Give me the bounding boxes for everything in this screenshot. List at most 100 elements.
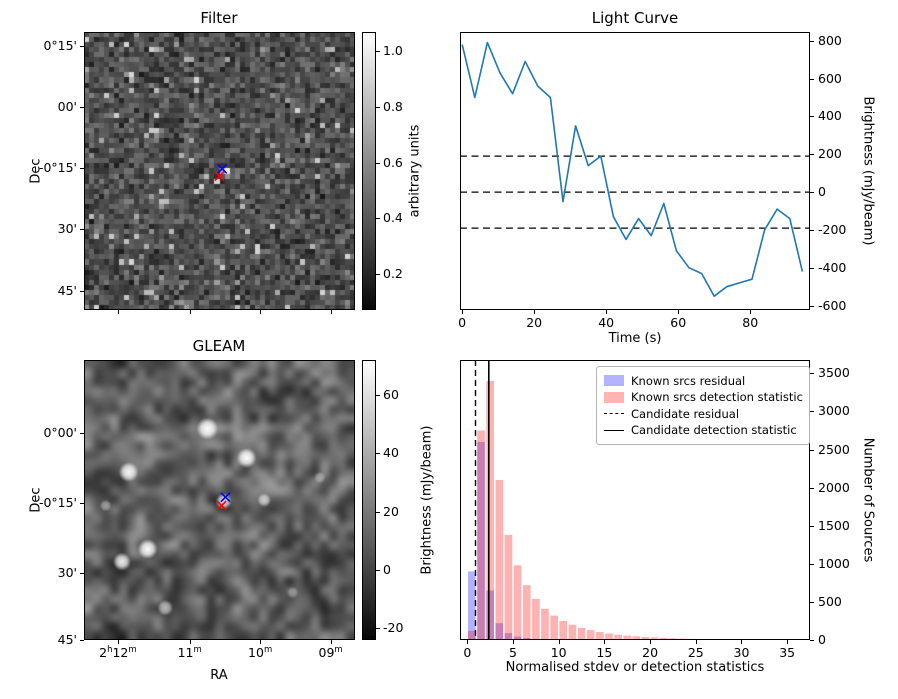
marker-x [217,163,228,174]
hist-bar [513,565,522,640]
hist-bar [513,636,522,640]
hist-bar [605,633,613,640]
hist-bar [550,615,558,640]
marker-x [220,492,231,503]
tick-mark [330,310,332,314]
hist-bar [495,623,504,640]
filter-dec-tick-label: 00' [57,99,77,115]
count-tick-label: 500 [818,594,842,610]
lightcurve-xlabel: Time (s) [608,331,662,346]
tick-mark [376,453,380,455]
stat-tick-label: 0 [463,645,472,660]
tick-mark [467,640,469,644]
tick-mark [650,640,652,644]
hist-bar [541,608,549,640]
hist-bar [586,630,595,640]
hist-bar [650,637,659,640]
tick-mark [376,511,380,513]
stat-tick-label: 15 [596,645,613,660]
tick-mark [810,40,814,42]
time-tick-label: 0 [458,315,467,330]
lightcurve-title: Light Curve [591,9,679,27]
hist-bar [623,635,632,640]
count-tick-label: 1000 [818,555,850,571]
solid-line-swatch-icon [604,429,624,431]
legend-entry: Candidate detection statistic [604,423,802,437]
tick-mark [810,601,814,603]
stat-tick-label: 35 [779,645,796,660]
time-tick-label: 60 [670,315,687,330]
marker-x [216,500,227,511]
legend-label: Known srcs detection statistic [631,390,803,404]
tick-mark [376,218,380,220]
tick-mark [604,640,606,644]
hist-bar [477,441,485,640]
tick-mark [189,310,191,314]
gleam-ra-tick-label: 10m [248,644,273,660]
tick-mark [117,640,119,644]
hist-bar [486,590,494,640]
tick-mark [810,116,814,118]
tick-mark [810,78,814,80]
count-tick-label: 3000 [818,403,850,419]
tick-mark [80,45,84,47]
tick-mark [80,168,84,170]
tick-mark [810,487,814,489]
legend-entry: Candidate residual [604,407,802,421]
marker-x [214,170,225,182]
filter-colorbar-tick-label: 0.4 [383,210,403,226]
tick-mark [80,640,84,641]
gleam-ra-tick-label: 09m [318,644,343,660]
gleam-colorbar-label: Brightness (mJy/beam) [419,425,435,575]
hist-bar [669,638,677,640]
tick-mark [80,502,84,504]
time-tick-label: 20 [526,315,543,330]
tick-mark [330,640,332,644]
hist-bar [742,639,750,640]
stat-tick-label: 20 [642,645,659,660]
tick-mark [810,563,814,565]
filter-dec-tick-label: 0°15' [43,38,77,54]
hist-bar [632,636,641,640]
legend-label: Candidate detection statistic [631,423,797,437]
filter-colorbar-tick-label: 0.2 [383,265,403,281]
patch-swatch-icon [604,375,624,386]
legend-label: Known srcs residual [631,373,746,388]
filter-colorbar-tick-label: 1.0 [383,43,403,59]
histogram-ylabel: Number of Sources [860,437,876,563]
count-tick-label: 2000 [818,479,850,495]
filter-dec-tick-label: 45' [57,282,77,298]
hist-bar [559,621,568,640]
hist-bar [687,638,696,640]
hist-bar [468,571,476,640]
tick-mark [678,310,680,314]
tick-mark [376,395,380,396]
tick-mark [810,267,814,269]
tick-mark [376,628,380,630]
gleam-title: GLEAM [192,337,246,355]
count-tick-label: 3500 [818,365,850,381]
legend-label: Candidate residual [631,406,740,421]
tick-mark [810,411,814,413]
hist-bar [522,585,531,640]
filter-colorbar [362,32,376,310]
filter-title: Filter [200,9,238,27]
legend-entry: Known srcs residual [604,374,802,388]
tick-mark [117,310,119,314]
filter-marker-overlay [214,163,228,182]
tick-mark [80,107,84,109]
hist-bar [723,639,732,640]
gleam-dec-tick-label: 0°00' [43,424,77,440]
tick-mark [376,273,380,275]
tick-mark [534,310,536,314]
filter-colorbar-tick-label: 0.6 [383,154,403,170]
tick-mark [558,640,560,644]
tick-mark [810,154,814,156]
tick-mark [810,373,814,375]
hist-bar [577,627,586,640]
tick-mark [810,305,814,307]
tick-mark [462,310,464,314]
tick-mark [787,640,789,644]
filter-dec-tick-label: -0°15' [38,160,77,176]
gleam-colorbar-tick-label: 20 [383,503,399,519]
